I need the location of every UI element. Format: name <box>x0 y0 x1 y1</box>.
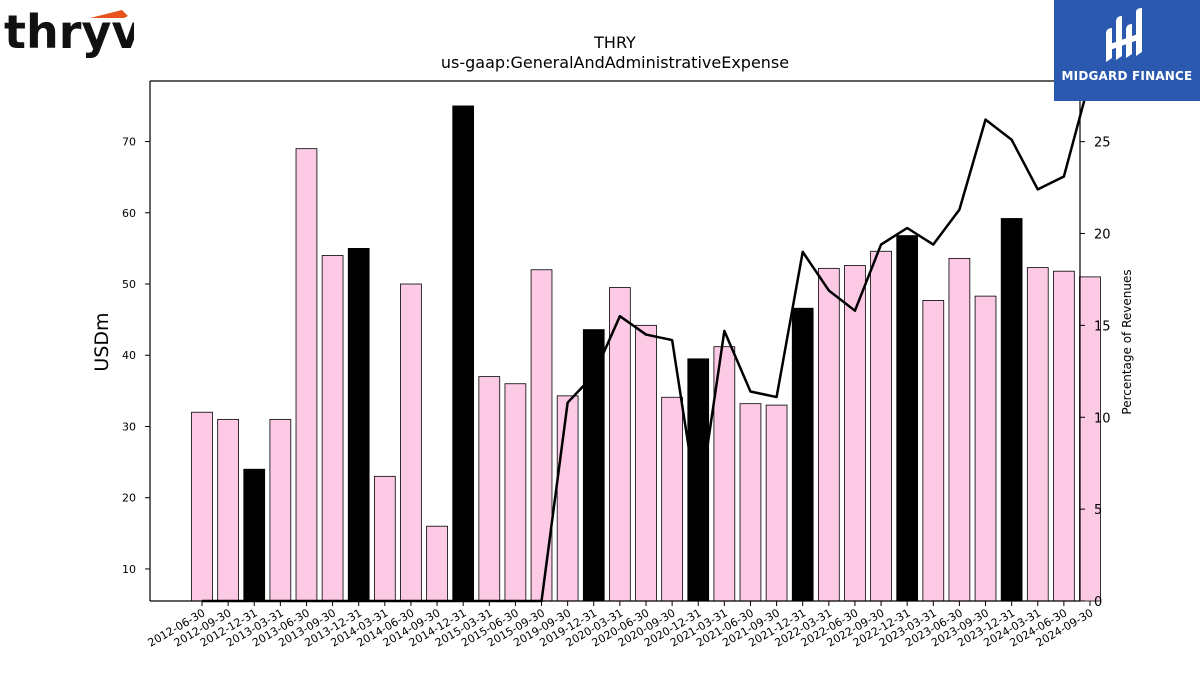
y-tick-label-50: 50 <box>122 278 136 291</box>
y-tick-label-40: 40 <box>122 349 136 362</box>
y2-tick-label-20: 20 <box>1094 228 1111 243</box>
y2-tick-label-0: 0 <box>1094 595 1102 610</box>
thryv-logo: thryv ® <box>4 4 141 60</box>
y-tick-label-30: 30 <box>122 420 136 433</box>
bar-2020-09-30 <box>661 396 683 602</box>
bar-2014-12-31 <box>452 105 475 602</box>
bar-2023-03-31 <box>922 299 945 602</box>
bar-2023-09-30 <box>974 295 997 602</box>
bar-2014-06-30 <box>400 283 422 602</box>
midgard-logo-text: MIDGARD FINANCE <box>1061 69 1193 83</box>
bar-2013-09-30 <box>321 255 344 602</box>
bar-2015-03-31 <box>478 376 501 602</box>
bar-2013-03-31 <box>269 418 292 602</box>
bar-2012-09-30 <box>217 418 239 602</box>
bar-2013-06-30 <box>295 148 318 602</box>
bar-2022-06-30 <box>844 265 866 602</box>
y2-tick-label-10: 10 <box>1094 411 1111 426</box>
bar-2019-09-30 <box>556 395 579 602</box>
bar-2022-12-31 <box>896 235 919 602</box>
midgard-finance-logo: MIDGARD FINANCE <box>1054 0 1200 101</box>
bar-2014-09-30 <box>426 525 448 602</box>
bar-2021-12-31 <box>791 307 814 602</box>
chart-title: THRY <box>593 33 636 52</box>
bar-2012-12-31 <box>243 468 266 602</box>
y-axis-label: USDm <box>91 312 113 371</box>
bar-2012-06-30 <box>191 411 213 602</box>
bar-2020-12-31 <box>687 358 710 602</box>
y-tick-label-20: 20 <box>122 492 136 505</box>
bar-2023-12-31 <box>1000 218 1023 602</box>
bar-2022-09-30 <box>870 250 892 602</box>
y-tick-label-10: 10 <box>122 563 136 576</box>
bar-2024-06-30 <box>1053 270 1075 602</box>
bar-2014-03-31 <box>373 475 396 602</box>
y2-tick-label-5: 5 <box>1094 503 1102 518</box>
bar-2015-06-30 <box>504 383 527 602</box>
y-tick-label-60: 60 <box>122 207 136 220</box>
chart-subtitle: us-gaap:GeneralAndAdministrativeExpense <box>441 53 789 72</box>
y2-tick-label-25: 25 <box>1094 136 1111 151</box>
y2-axis-label: Percentage of Revenues <box>1120 269 1134 414</box>
y-tick-label-70: 70 <box>122 136 136 149</box>
bar-2021-06-30 <box>739 403 762 602</box>
bar-2023-06-30 <box>948 257 971 602</box>
bar-2022-03-31 <box>817 267 840 602</box>
bar-2024-03-31 <box>1026 267 1049 602</box>
registered-mark: ® <box>122 42 129 50</box>
thryv-swoosh-icon <box>90 10 128 18</box>
bar-2013-12-31 <box>347 247 370 602</box>
bar-2019-12-31 <box>582 329 605 602</box>
bar-2020-06-30 <box>635 324 657 602</box>
bar-2021-09-30 <box>765 404 788 602</box>
y2-tick-label-15: 15 <box>1094 319 1111 334</box>
thryv-logo-mark: thryv ® <box>4 5 141 59</box>
midgard-logo-mark-icon <box>1106 8 1142 62</box>
